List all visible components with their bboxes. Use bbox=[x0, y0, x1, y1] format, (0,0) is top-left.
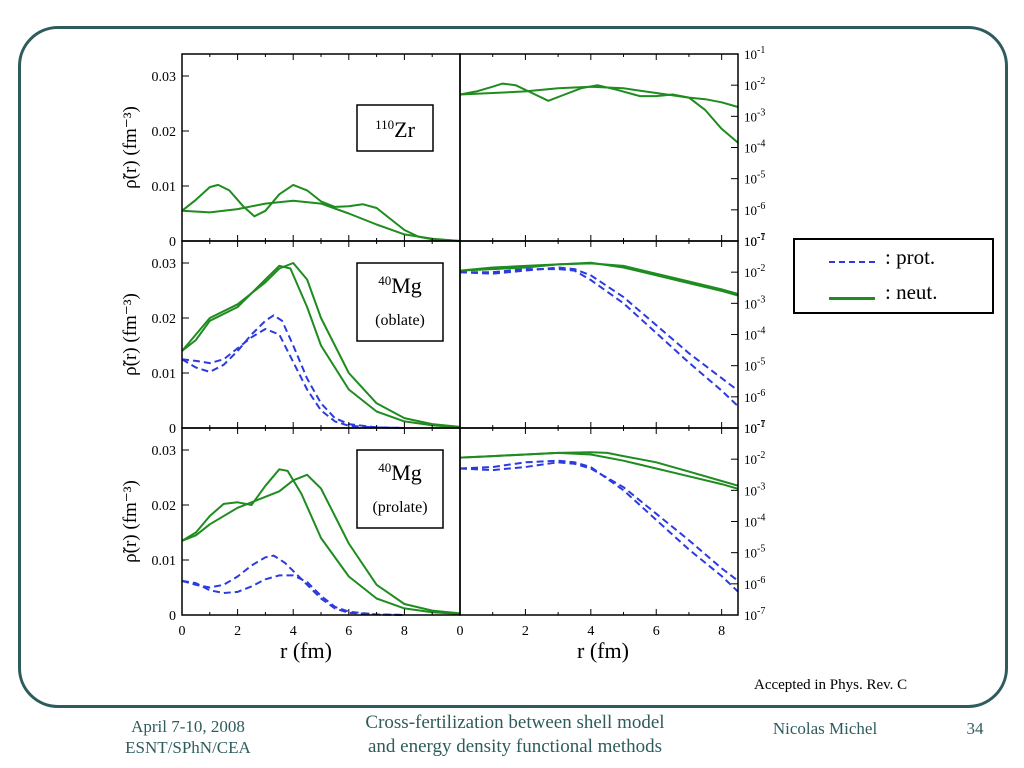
y-tick-label: 0.03 bbox=[152, 444, 177, 459]
log-y-tick-label: 10-5 bbox=[744, 544, 765, 561]
y-tick-label: 0.01 bbox=[152, 180, 177, 195]
series-neut-row1-lin-1 bbox=[181, 183, 461, 242]
x-axis-label: r (fm) bbox=[577, 638, 629, 663]
log-y-tick-label: 10-7 bbox=[744, 606, 765, 623]
slide-frame bbox=[18, 26, 1008, 708]
y-tick-label: 0 bbox=[169, 422, 176, 437]
nuclide-label: 110Zr bbox=[375, 117, 415, 142]
series-prot-row2-lin-4 bbox=[181, 328, 405, 429]
chart-legend: : prot. : neut. bbox=[793, 238, 994, 314]
x-tick-label: 4 bbox=[290, 624, 297, 639]
nuclide-label-box bbox=[356, 449, 444, 529]
y-tick-label: 0.02 bbox=[152, 125, 177, 140]
log-y-tick-label: 10-2 bbox=[744, 263, 765, 280]
y-tick-label: 0 bbox=[169, 235, 176, 250]
publication-note: Accepted in Phys. Rev. C bbox=[754, 677, 908, 693]
log-y-tick-label: 10-6 bbox=[744, 575, 765, 592]
log-y-tick-label: 10-7 bbox=[744, 232, 765, 249]
x-tick-label: 6 bbox=[653, 624, 660, 639]
x-tick-label: 0 bbox=[457, 624, 464, 639]
x-tick-label: 2 bbox=[522, 624, 529, 639]
log-y-tick-label: 10-3 bbox=[744, 294, 765, 311]
legend-prot-line bbox=[829, 261, 875, 263]
log-y-tick-label: 10-4 bbox=[744, 326, 765, 343]
log-y-tick-label: 10-3 bbox=[744, 107, 765, 124]
x-axis-label: r (fm) bbox=[280, 638, 332, 663]
log-y-tick-label: 10-7 bbox=[744, 419, 765, 436]
log-y-tick-label: 10-6 bbox=[744, 388, 765, 405]
footer-title-line1: Cross-fertilization between shell model bbox=[365, 712, 665, 733]
x-tick-label: 8 bbox=[718, 624, 725, 639]
right-panel-frame-row1 bbox=[459, 53, 739, 242]
y-tick-label: 0.02 bbox=[152, 499, 177, 514]
nuclide-label-box bbox=[356, 104, 434, 152]
series-neut-row2-log-2 bbox=[459, 262, 739, 295]
legend-neut-line bbox=[829, 297, 875, 300]
y-tick-label: 0.03 bbox=[152, 70, 177, 85]
y-tick-label: 0.01 bbox=[152, 367, 177, 382]
log-y-tick-label: 10-6 bbox=[744, 201, 765, 218]
legend-prot-label: : prot. bbox=[885, 245, 936, 269]
log-y-tick-label: 10-1 bbox=[744, 232, 765, 249]
x-tick-label: 4 bbox=[587, 624, 594, 639]
log-y-tick-label: 10-3 bbox=[744, 481, 765, 498]
series-prot-row3-log-4 bbox=[459, 459, 739, 593]
log-y-tick-label: 10-4 bbox=[744, 513, 765, 530]
series-neut-row3-lin-1 bbox=[181, 468, 461, 615]
y-tick-label: 0.02 bbox=[152, 312, 177, 327]
x-tick-label: 0 bbox=[179, 624, 186, 639]
series-prot-row2-log-4 bbox=[460, 268, 739, 407]
log-y-tick-label: 10-1 bbox=[744, 419, 765, 436]
x-tick-label: 8 bbox=[401, 624, 408, 639]
log-y-tick-label: 10-5 bbox=[744, 170, 765, 187]
series-neut-row3-lin-2 bbox=[181, 473, 461, 615]
series-prot-row2-log-3 bbox=[459, 266, 739, 392]
x-tick-label: 6 bbox=[345, 624, 352, 639]
y-tick-label: 0.01 bbox=[152, 554, 177, 569]
series-prot-row3-lin-4 bbox=[181, 574, 405, 616]
nuclide-shape-label: (prolate) bbox=[372, 499, 427, 516]
log-y-tick-label: 10-2 bbox=[744, 450, 765, 467]
footer-date-line: April 7-10, 2008 bbox=[131, 717, 245, 736]
log-y-tick-label: 10-5 bbox=[744, 357, 765, 374]
nuclide-shape-label: (oblate) bbox=[375, 312, 425, 329]
footer-author: Nicolas Michel bbox=[772, 719, 878, 738]
footer-org-line: ESNT/SPhN/CEA bbox=[125, 738, 251, 758]
series-neut-row2-lin-1 bbox=[181, 264, 461, 429]
series-neut-row1-log-2 bbox=[459, 85, 739, 108]
y-axis-label: ρ̃(r) (fm⁻³) bbox=[120, 106, 141, 189]
footer-title-line2: and energy density functional methods bbox=[367, 735, 663, 757]
y-tick-label: 0.03 bbox=[152, 257, 177, 272]
y-axis-label: ρ̃(r) (fm⁻³) bbox=[120, 293, 141, 376]
series-neut-row3-log-1 bbox=[459, 451, 739, 490]
series-neut-row1-lin-2 bbox=[181, 199, 461, 242]
log-y-tick-label: 10-1 bbox=[744, 45, 765, 62]
series-neut-row2-lin-2 bbox=[181, 262, 461, 428]
log-y-tick-label: 10-2 bbox=[744, 76, 765, 93]
log-y-tick-label: 10-4 bbox=[744, 139, 765, 156]
x-tick-label: 2 bbox=[234, 624, 241, 639]
nuclide-label: 40Mg bbox=[378, 460, 422, 485]
series-neut-row3-log-2 bbox=[459, 451, 739, 487]
legend-neut-label: : neut. bbox=[885, 280, 938, 304]
series-prot-row2-lin-3 bbox=[181, 314, 405, 429]
footer-date: April 7-10, 2008 ESNT/SPhN/CEA bbox=[108, 716, 268, 759]
footer-title: Cross-fertilization between shell model … bbox=[320, 711, 710, 759]
page-number: 34 bbox=[966, 719, 984, 738]
y-tick-label: 0 bbox=[169, 609, 176, 624]
y-axis-label: ρ̃(r) (fm⁻³) bbox=[120, 480, 141, 563]
series-prot-row3-lin-3 bbox=[181, 554, 405, 616]
series-prot-row3-log-3 bbox=[459, 461, 739, 582]
nuclide-label-box bbox=[356, 262, 444, 342]
nuclide-label: 40Mg bbox=[378, 273, 422, 298]
